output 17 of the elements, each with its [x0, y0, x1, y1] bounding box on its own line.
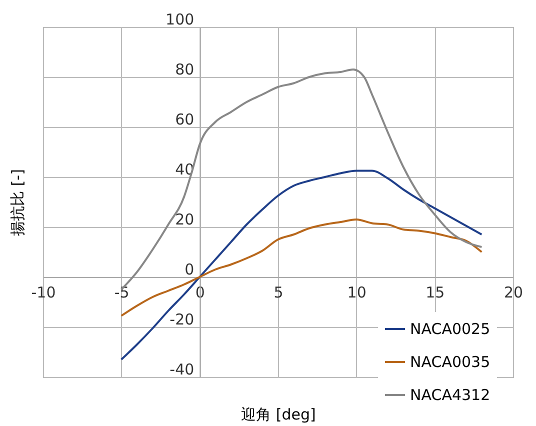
legend-label: NACA0025 — [410, 320, 490, 338]
x-axis-title: 迎角 [deg] — [241, 406, 316, 424]
x-tick-label: 20 — [504, 284, 524, 302]
x-tick-label: 10 — [347, 284, 366, 302]
x-tick-label: -10 — [31, 284, 56, 302]
legend-label: NACA0035 — [410, 353, 490, 371]
y-tick-label: -40 — [170, 360, 194, 378]
x-tick-label: 15 — [426, 284, 445, 302]
y-tick-label: 20 — [175, 210, 194, 228]
x-tick-label: 5 — [274, 284, 284, 302]
legend-label: NACA4312 — [410, 386, 490, 404]
y-tick-label: 100 — [166, 10, 194, 28]
y-axis-title: 揚抗比 [-] — [8, 169, 26, 236]
y-tick-label: 80 — [175, 60, 194, 78]
y-tick-label: 0 — [184, 260, 194, 278]
y-tick-label: 60 — [175, 110, 194, 128]
y-tick-label: -20 — [170, 310, 194, 328]
